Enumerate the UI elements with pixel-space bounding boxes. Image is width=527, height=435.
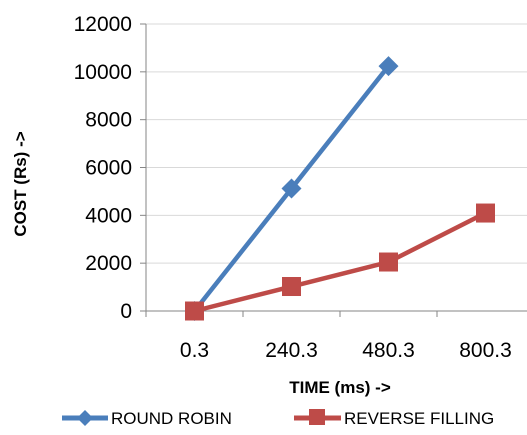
series-reverse-filling bbox=[185, 203, 495, 321]
legend-item-round-robin: ROUND ROBIN bbox=[62, 409, 232, 428]
x-tick-label: 240.3 bbox=[265, 339, 318, 362]
data-point-reverse-filling bbox=[476, 203, 495, 223]
axes bbox=[140, 23, 527, 317]
y-tick-label: 2000 bbox=[85, 252, 132, 275]
x-tick-labels: 0.3 240.3 480.3 800.3 bbox=[180, 339, 512, 362]
data-point-round-robin bbox=[378, 56, 399, 77]
y-tick-label: 0 bbox=[120, 300, 132, 323]
legend-marker-square-icon bbox=[309, 409, 325, 425]
series-line-reverse-filling bbox=[193, 211, 487, 314]
x-tick-label: 800.3 bbox=[459, 339, 512, 362]
legend-label-reverse-filling: REVERSE FILLING bbox=[344, 409, 494, 428]
y-tick-label: 8000 bbox=[85, 109, 132, 132]
legend-marker-diamond-icon bbox=[77, 410, 93, 426]
y-tick-label: 12000 bbox=[74, 13, 132, 36]
y-tick-label: 10000 bbox=[74, 61, 132, 84]
y-tick-label: 6000 bbox=[85, 157, 132, 180]
x-axis-title: TIME (ms) -> bbox=[289, 378, 391, 397]
data-point-reverse-filling bbox=[379, 252, 398, 272]
gridlines bbox=[146, 23, 527, 264]
data-point-reverse-filling bbox=[282, 277, 301, 297]
series bbox=[184, 56, 495, 321]
y-tick-labels: 0 2000 4000 6000 8000 10000 12000 bbox=[74, 13, 132, 323]
data-point-reverse-filling bbox=[185, 301, 204, 321]
legend: ROUND ROBIN REVERSE FILLING bbox=[62, 409, 494, 428]
legend-item-reverse-filling: REVERSE FILLING bbox=[294, 409, 494, 428]
y-tick-label: 4000 bbox=[85, 204, 132, 227]
data-point-round-robin bbox=[281, 178, 302, 199]
x-tick-label: 480.3 bbox=[362, 339, 415, 362]
y-axis-title: COST (Rs) -> bbox=[11, 131, 30, 236]
legend-label-round-robin: ROUND ROBIN bbox=[111, 409, 232, 428]
x-tick-label: 0.3 bbox=[180, 339, 209, 362]
